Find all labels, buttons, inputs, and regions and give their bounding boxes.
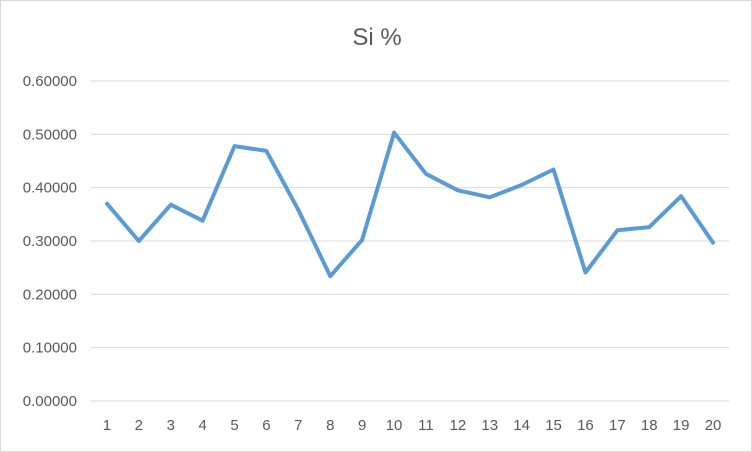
x-tick-label: 19 [673,417,690,434]
x-tick-label: 5 [230,417,238,434]
x-tick-label: 18 [641,417,658,434]
x-tick-label: 12 [450,417,467,434]
x-tick-label: 2 [135,417,143,434]
gridlines [91,80,729,402]
x-tick-label: 14 [513,417,530,434]
x-tick-label: 16 [577,417,594,434]
series-line [105,130,715,279]
y-tick-label: 0.10000 [23,340,77,357]
y-tick-label: 0.60000 [23,73,77,90]
y-tick-label: 0.50000 [23,126,77,143]
x-axis-ticks: 1 2 3 4 5 6 7 8 9 10 11 12 13 14 15 16 17 18 19 20 [103,417,722,434]
x-tick-label: 4 [198,417,206,434]
x-tick-label: 6 [262,417,270,434]
x-tick-label: 7 [294,417,302,434]
x-tick-label: 20 [705,417,722,434]
x-tick-label: 3 [167,417,175,434]
x-tick-label: 8 [326,417,334,434]
chart-title: Si % [352,24,401,51]
series-layer [105,130,715,279]
y-axis-ticks: 0.00000 0.10000 0.20000 0.30000 0.40000 0.500… [23,73,77,410]
y-tick-label: 0.00000 [23,393,77,410]
y-tick-label: 0.20000 [23,286,77,303]
y-tick-label: 0.40000 [23,180,77,197]
x-tick-label: 11 [418,417,434,434]
x-tick-label: 13 [481,417,498,434]
x-tick-label: 1 [103,417,111,434]
x-tick-label: 10 [386,417,403,434]
y-tick-label: 0.30000 [23,233,77,250]
x-tick-label: 17 [609,417,626,434]
x-tick-label: 15 [545,417,562,434]
x-tick-label: 9 [358,417,366,434]
